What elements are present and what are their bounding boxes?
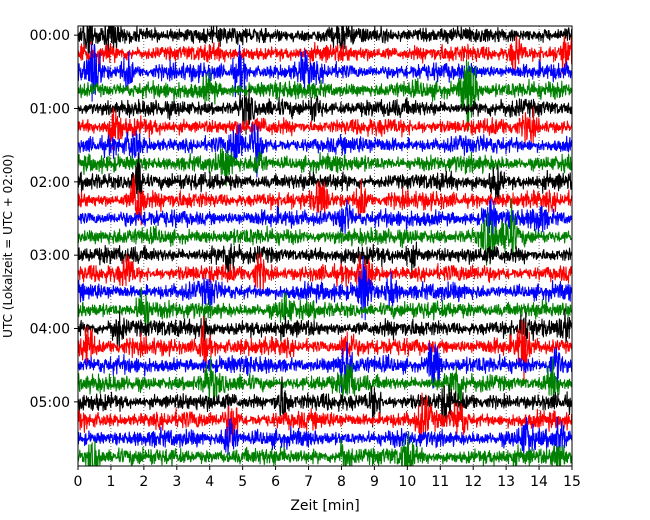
trace-0015 <box>78 35 572 74</box>
x-axis: 0 1 2 3 4 5 6 7 8 9 10 11 12 13 14 15 <box>74 466 581 490</box>
x-tick-label-2: 2 <box>139 474 148 490</box>
y-axis: 00:00 01:00 02:00 03:00 04:00 05:00 <box>30 28 78 411</box>
x-tick-label-3: 3 <box>172 474 181 490</box>
x-tick-label-7: 7 <box>304 474 313 490</box>
x-tick-label-14: 14 <box>530 474 548 490</box>
trace-0245 <box>78 197 572 266</box>
trace-0415 <box>78 315 572 384</box>
x-tick-label-0: 0 <box>74 474 83 490</box>
trace-0500 <box>78 376 572 428</box>
trace-0530 <box>78 416 572 457</box>
trace-0100 <box>78 88 572 135</box>
x-tick-label-8: 8 <box>337 474 346 490</box>
x-tick-label-6: 6 <box>271 474 280 490</box>
x-axis-label: Zeit [min] <box>290 498 359 514</box>
y-axis-label: UTC (Lokalzeit = UTC + 02:00) <box>1 154 15 338</box>
trace-0345 <box>78 286 572 332</box>
x-tick-label-11: 11 <box>431 474 449 490</box>
x-tick-label-4: 4 <box>205 474 214 490</box>
x-tick-label-10: 10 <box>398 474 416 490</box>
trace-0000 <box>78 26 572 70</box>
trace-0030 <box>78 43 572 102</box>
x-tick-label-15: 15 <box>563 474 581 490</box>
x-tick-label-13: 13 <box>497 474 515 490</box>
plot-frame <box>77 25 573 467</box>
trace-0515 <box>78 392 572 445</box>
y-tick-label-3: 03:00 <box>30 248 70 264</box>
trace-0445 <box>78 356 572 404</box>
trace-0200 <box>78 152 572 204</box>
trace-0130 <box>78 123 572 178</box>
y-tick-label-5: 05:00 <box>30 395 70 411</box>
trace-0330 <box>78 255 572 321</box>
x-tick-label-9: 9 <box>370 474 379 490</box>
x-tick-label-5: 5 <box>238 474 247 490</box>
y-tick-label-0: 00:00 <box>30 28 70 44</box>
y-tick-label-1: 01:00 <box>30 102 70 118</box>
trace-0430 <box>78 341 572 394</box>
trace-0545 <box>78 432 572 466</box>
y-tick-label-4: 04:00 <box>30 322 70 338</box>
trace-0115 <box>78 106 572 150</box>
trace-0230 <box>78 198 572 237</box>
trace-0045 <box>78 59 572 131</box>
traces <box>78 26 572 466</box>
trace-0300 <box>78 241 572 279</box>
x-tick-label-12: 12 <box>464 474 482 490</box>
x-tick-label-1: 1 <box>106 474 115 490</box>
trace-0400 <box>78 308 572 352</box>
trace-0145 <box>78 147 572 187</box>
y-tick-label-2: 02:00 <box>30 175 70 191</box>
trace-0315 <box>78 252 572 293</box>
